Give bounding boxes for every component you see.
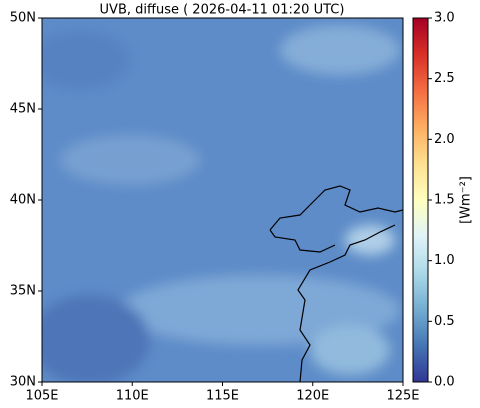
colorbar-tick-label: 0.0 — [434, 375, 455, 390]
colorbar-tick-label: 3.0 — [434, 11, 455, 26]
colorbar-label: [Wm⁻²] — [459, 176, 474, 224]
y-tick-label: 35N — [10, 284, 36, 299]
x-tick-label: 110E — [116, 389, 149, 404]
colorbar-tick-label: 1.0 — [434, 253, 455, 268]
y-tick-label: 50N — [10, 11, 36, 26]
y-tick-label: 40N — [10, 193, 36, 208]
y-tick-label: 30N — [10, 375, 36, 390]
map-field — [42, 18, 403, 382]
colorbar-tick-label: 0.5 — [434, 314, 455, 329]
map-title: UVB, diffuse ( 2026-04-11 01:20 UTC) — [100, 3, 345, 18]
x-tick-label: 105E — [25, 389, 58, 404]
x-tick-label: 120E — [296, 389, 329, 404]
x-tick-label: 115E — [206, 389, 239, 404]
colorbar-tick-label: 2.5 — [434, 71, 455, 86]
colorbar-tick-label: 2.0 — [434, 132, 455, 147]
y-tick-label: 45N — [10, 102, 36, 117]
colorbar — [412, 17, 429, 383]
colorbar-tick-label: 1.5 — [434, 193, 455, 208]
x-tick-label: 125E — [386, 389, 419, 404]
